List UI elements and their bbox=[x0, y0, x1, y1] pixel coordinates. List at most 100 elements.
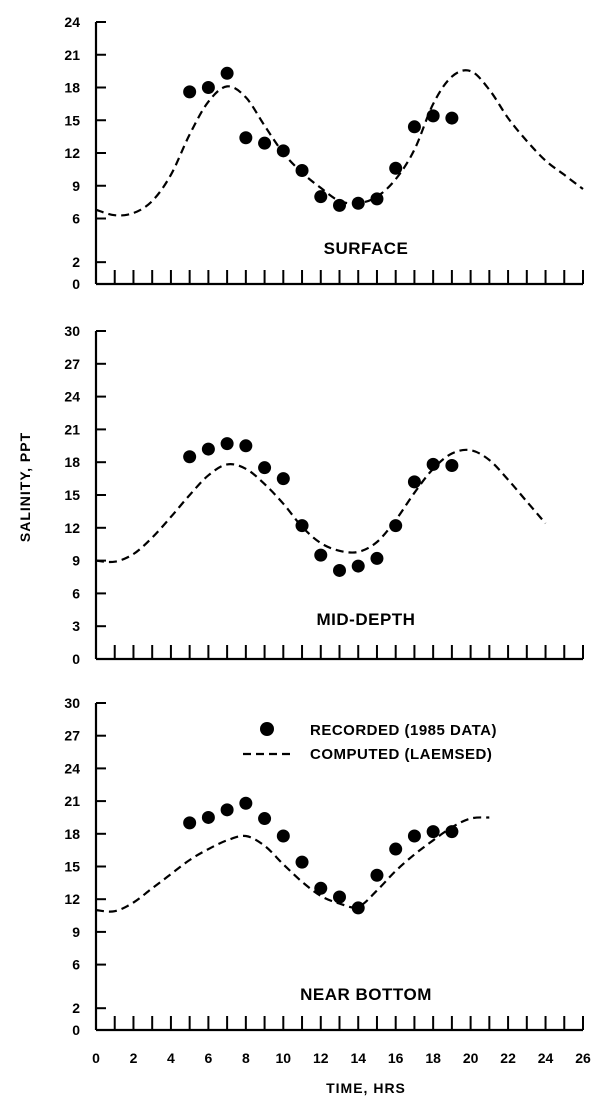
recorded-point bbox=[445, 458, 459, 472]
computed-series-line bbox=[95, 816, 490, 913]
recorded-point bbox=[258, 461, 272, 475]
x-tick-label: 6 bbox=[204, 1050, 212, 1066]
y-tick-label: 15 bbox=[64, 859, 80, 875]
x-tick-label: 10 bbox=[276, 1050, 292, 1066]
x-tick-label: 18 bbox=[425, 1050, 441, 1066]
recorded-point bbox=[407, 829, 421, 843]
recorded-point bbox=[426, 825, 440, 839]
y-tick-label: 9 bbox=[72, 924, 80, 940]
y-tick-label: 18 bbox=[64, 454, 80, 470]
y-tick-label: 21 bbox=[64, 421, 80, 437]
recorded-point bbox=[201, 442, 215, 456]
y-tick-label: 9 bbox=[72, 553, 80, 569]
panel-label: MID-DEPTH bbox=[317, 610, 416, 629]
y-tick-label: 30 bbox=[64, 323, 80, 339]
x-tick-label: 24 bbox=[538, 1050, 554, 1066]
recorded-point bbox=[239, 439, 253, 453]
y-tick-label: 6 bbox=[72, 585, 80, 601]
y-tick-label: 12 bbox=[64, 891, 80, 907]
panel-label: NEAR BOTTOM bbox=[300, 985, 432, 1004]
legend: RECORDED (1985 DATA) COMPUTED (LAEMSED) bbox=[243, 722, 497, 763]
x-tick-label: 16 bbox=[388, 1050, 404, 1066]
y-tick-label: 18 bbox=[64, 80, 80, 96]
x-tick-label: 12 bbox=[313, 1050, 329, 1066]
y-tick-label: 6 bbox=[72, 211, 80, 227]
y-tick-label: 12 bbox=[64, 520, 80, 536]
y-tick-label: 24 bbox=[64, 389, 80, 405]
computed-series-line bbox=[95, 69, 584, 217]
recorded-point bbox=[183, 450, 197, 464]
x-tick-label: 8 bbox=[242, 1050, 250, 1066]
recorded-point bbox=[276, 472, 290, 486]
recorded-point bbox=[258, 136, 272, 150]
recorded-point bbox=[407, 475, 421, 489]
x-axis-title: TIME, HRS bbox=[326, 1080, 406, 1096]
recorded-point bbox=[351, 559, 365, 573]
recorded-point bbox=[239, 131, 253, 145]
recorded-point bbox=[426, 457, 440, 471]
y-tick-label: 12 bbox=[64, 145, 80, 161]
y-tick-label: 6 bbox=[72, 957, 80, 973]
y-tick-label: 30 bbox=[64, 695, 80, 711]
recorded-point bbox=[239, 796, 253, 810]
recorded-point bbox=[389, 161, 403, 175]
recorded-point bbox=[220, 66, 234, 80]
recorded-point bbox=[258, 812, 272, 826]
y-tick-label: 2 bbox=[72, 1000, 80, 1016]
x-tick-label: 4 bbox=[167, 1050, 175, 1066]
y-axis-title: SALINITY, PPT bbox=[17, 432, 33, 542]
y-tick-label: 2 bbox=[72, 254, 80, 270]
y-tick-label: 27 bbox=[64, 356, 80, 372]
y-tick-label: 24 bbox=[64, 14, 80, 30]
y-tick-label: 24 bbox=[64, 760, 80, 776]
recorded-point bbox=[276, 829, 290, 843]
recorded-point bbox=[295, 163, 309, 177]
recorded-point bbox=[201, 81, 215, 94]
x-tick-label: 0 bbox=[92, 1050, 100, 1066]
y-tick-label: 15 bbox=[64, 487, 80, 503]
x-tick-label: 2 bbox=[130, 1050, 138, 1066]
computed-series-line bbox=[95, 448, 547, 564]
chart-panels: 02691215182124SURFACE036912151821242730M… bbox=[64, 14, 591, 1066]
recorded-point bbox=[445, 111, 459, 125]
x-tick-label: 22 bbox=[500, 1050, 516, 1066]
y-tick-label: 0 bbox=[72, 1022, 80, 1038]
recorded-point bbox=[333, 890, 346, 904]
y-tick-label: 21 bbox=[64, 47, 80, 63]
panel-1: 0 3 6 9 12 15 18 21 24 27 30 MID-DEPTH bbox=[64, 323, 584, 667]
x-tick-label: 26 bbox=[575, 1050, 591, 1066]
panel-0: 0 2 6 9 12 15 18 21 24 SURFACE bbox=[64, 14, 584, 292]
recorded-point bbox=[426, 109, 440, 123]
recorded-point bbox=[220, 803, 234, 817]
legend-recorded-label: RECORDED (1985 DATA) bbox=[310, 722, 497, 739]
y-tick-label: 18 bbox=[64, 826, 80, 842]
recorded-point bbox=[220, 437, 234, 451]
recorded-point bbox=[445, 825, 459, 839]
recorded-point bbox=[370, 868, 384, 882]
recorded-point bbox=[333, 198, 346, 212]
recorded-point bbox=[314, 881, 328, 895]
y-tick-label: 0 bbox=[72, 276, 80, 292]
legend-recorded-marker bbox=[260, 722, 274, 736]
y-tick-label: 3 bbox=[72, 618, 80, 634]
legend-computed-label: COMPUTED (LAEMSED) bbox=[310, 746, 492, 763]
recorded-point bbox=[333, 563, 346, 577]
recorded-point bbox=[389, 842, 403, 856]
recorded-point bbox=[407, 120, 421, 134]
x-tick-label: 20 bbox=[463, 1050, 479, 1066]
recorded-point bbox=[183, 85, 197, 99]
x-tick-label: 14 bbox=[350, 1050, 366, 1066]
recorded-point bbox=[276, 144, 290, 158]
recorded-point bbox=[183, 816, 197, 830]
recorded-point bbox=[314, 548, 328, 562]
y-tick-label: 15 bbox=[64, 112, 80, 128]
recorded-point bbox=[295, 855, 309, 869]
y-tick-label: 9 bbox=[72, 178, 80, 194]
recorded-point bbox=[314, 190, 328, 204]
y-tick-label: 27 bbox=[64, 728, 80, 744]
y-tick-label: 21 bbox=[64, 793, 80, 809]
y-tick-label: 0 bbox=[72, 651, 80, 667]
recorded-point bbox=[201, 810, 215, 824]
